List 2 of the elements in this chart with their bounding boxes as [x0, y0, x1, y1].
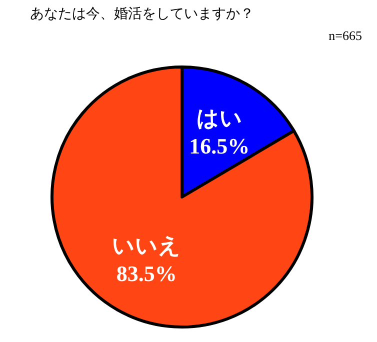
title: あなたは今、婚活をしていますか？ [30, 6, 254, 22]
annotation: n=665 [328, 28, 362, 43]
